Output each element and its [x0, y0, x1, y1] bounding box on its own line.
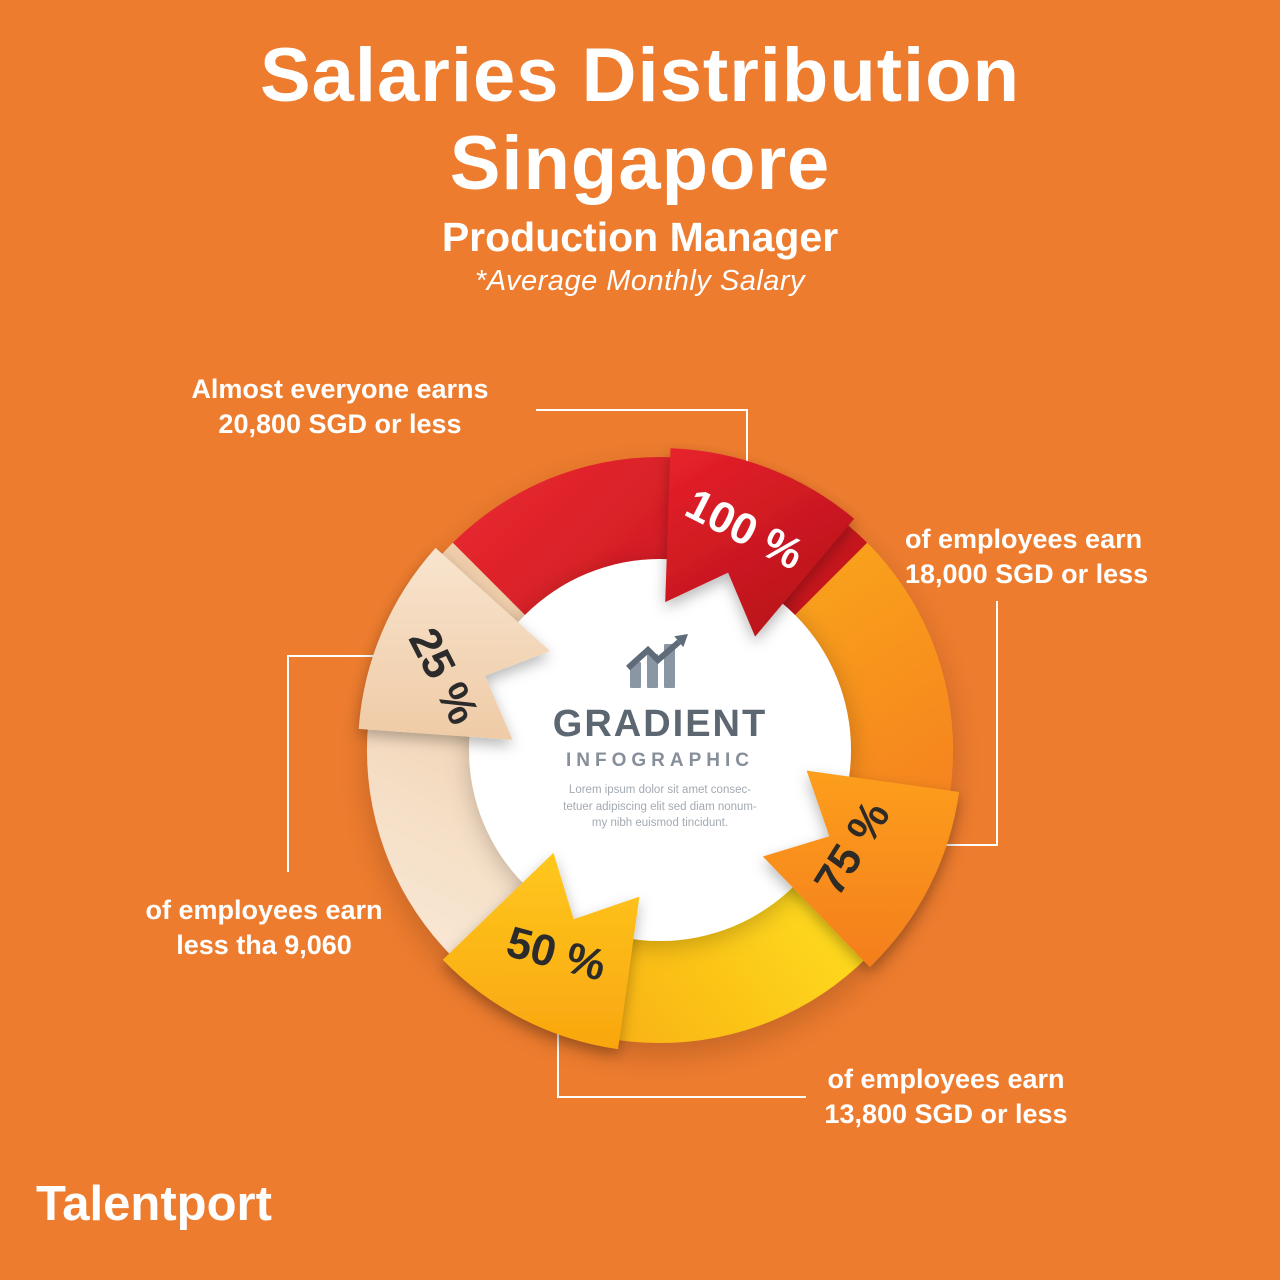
connector-bottom	[557, 1014, 806, 1098]
callout-100-line2: 20,800 SGD or less	[218, 408, 462, 439]
center-body-text: Lorem ipsum dolor sit amet consec- tetue…	[510, 782, 810, 832]
bar-chart-growth-icon	[625, 634, 688, 688]
ribbon-25-percent	[358, 547, 550, 740]
center-body-line3: my nibh euismod tincidunt.	[591, 817, 729, 830]
center-body-line2: tetuer adipiscing elit sed diam nonum-	[563, 800, 757, 813]
page-title-line1: Salaries Distribution	[259, 33, 1021, 118]
brand-logo: Talentport	[36, 1177, 272, 1231]
callout-75-line1: of employees earn	[905, 524, 1143, 554]
callout-75-line2: 18,000 SGD or less	[905, 558, 1149, 589]
center-subheading: INFOGRAPHIC	[566, 750, 754, 771]
callout-25-line1: of employees earn	[145, 895, 383, 925]
ribbon-tabs	[358, 448, 960, 1050]
page-subtitle: Production Manager	[441, 214, 839, 261]
connector-top-left	[536, 409, 748, 467]
ribbon-75-percent	[762, 770, 960, 968]
donut-chart: 100 % 75 % 50 % 25 %	[358, 448, 960, 1050]
callout-50-percent: of employees earn 13,800 SGD or less	[812, 1062, 1080, 1131]
center-heading: GRADIENT	[552, 703, 768, 745]
header: Salaries Distribution Singapore Producti…	[0, 32, 1280, 298]
center-body-line1: Lorem ipsum dolor sit amet consec-	[568, 784, 752, 796]
salary-note: *Average Monthly Salary	[474, 265, 806, 298]
center-content: GRADIENT INFOGRAPHIC Lorem ipsum dolor s…	[510, 634, 810, 832]
callout-100-percent: Almost everyone earns 20,800 SGD or less	[160, 372, 520, 441]
ribbon-50-percent	[442, 852, 640, 1050]
page-title: Salaries Distribution Singapore	[0, 32, 1280, 208]
callout-50-line1: of employees earn	[827, 1064, 1065, 1094]
callout-50-line2: 13,800 SGD or less	[824, 1098, 1068, 1129]
callout-25-line2: less tha 9,060	[176, 929, 352, 960]
callout-25-percent: of employees earn less tha 9,060	[128, 893, 400, 962]
center-circle	[469, 559, 851, 941]
callout-75-percent: of employees earn 18,000 SGD or less	[905, 522, 1205, 591]
ribbon-100-percent	[665, 448, 855, 637]
callout-100-line1: Almost everyone earns	[191, 374, 489, 404]
page-title-line2: Singapore	[449, 121, 831, 207]
